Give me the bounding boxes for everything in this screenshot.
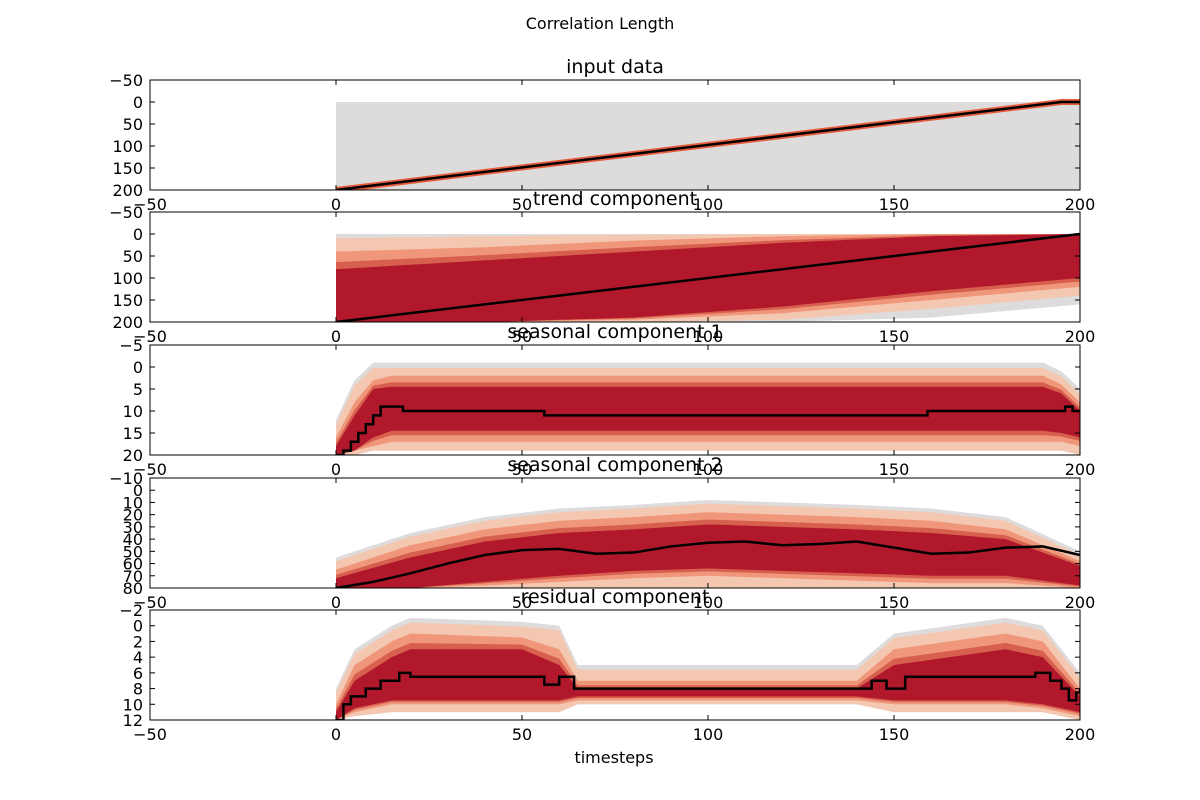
y-tick-label: 10	[123, 402, 143, 421]
y-tick-label: 60	[123, 555, 143, 574]
panel-title: input data	[566, 56, 664, 78]
axes-frame	[149, 477, 1081, 589]
y-tick-label: 100	[112, 137, 143, 156]
x-tick-label: −50	[133, 327, 167, 346]
y-tick-label: 50	[123, 247, 143, 266]
x-tick-label: 0	[331, 327, 341, 346]
plot-area	[336, 610, 1080, 720]
x-tick-label: 100	[693, 460, 724, 479]
y-tick-label: −50	[109, 71, 143, 90]
plot-area	[335, 478, 1080, 588]
x-tick-label: 0	[331, 460, 341, 479]
y-tick-label: −50	[109, 203, 143, 222]
panel-2: trend component−50 0 50 100 150 200−500501001…	[109, 188, 1095, 346]
axes-frame	[149, 211, 1081, 323]
axes-frame	[149, 344, 1081, 456]
y-tick-label: 150	[112, 159, 143, 178]
axes-frame	[149, 609, 1081, 721]
band-core	[336, 524, 1080, 588]
x-tick-label: 100	[693, 725, 724, 744]
x-axis-label: timesteps	[574, 748, 653, 767]
median-line	[335, 232, 1080, 322]
x-tick-label: 200	[1065, 195, 1096, 214]
y-tick-label: 30	[123, 518, 143, 537]
panel-5: residual component−50 0 50 100 150 200−202468…	[119, 586, 1095, 744]
y-tick-label: −5	[119, 336, 143, 355]
x-tick-label: 0	[331, 725, 341, 744]
panel-4: seasonal component 2−50 0 50 100 150 200−1001…	[109, 454, 1095, 612]
x-tick-label: 200	[1065, 593, 1096, 612]
x-tick-label: 50	[512, 195, 532, 214]
x-tick-label: 100	[693, 195, 724, 214]
y-tick-label: 200	[112, 181, 143, 200]
x-tick-label: 150	[879, 327, 910, 346]
y-tick-label: 40	[123, 530, 143, 549]
y-tick-label: 50	[123, 115, 143, 134]
x-tick-label: 150	[879, 725, 910, 744]
panel-title: seasonal component 1	[507, 321, 722, 343]
band-core	[336, 386, 1080, 455]
y-tick-label: 5	[133, 380, 143, 399]
y-tick-label: 12	[123, 711, 143, 730]
panel-3: seasonal component 1−50 0 50 100 150 200−5051…	[119, 321, 1095, 479]
y-tick-label: −10	[109, 469, 143, 488]
median-line	[335, 540, 1080, 588]
x-tick-label: 100	[693, 593, 724, 612]
y-tick-label: 2	[133, 632, 143, 651]
median-line	[335, 100, 1080, 190]
y-tick-label: 0	[133, 225, 143, 244]
y-tick-label: 0	[133, 617, 143, 636]
y-tick-label: 20	[123, 446, 143, 465]
panel-title: seasonal component 2	[507, 454, 722, 476]
y-tick-label: 0	[133, 481, 143, 500]
panel-title: residual component	[521, 586, 710, 608]
y-tick-label: 4	[133, 648, 143, 667]
plot-area	[336, 345, 1080, 455]
y-tick-label: 200	[112, 313, 143, 332]
axes-frame	[149, 79, 1081, 191]
x-tick-label: −50	[133, 593, 167, 612]
x-tick-label: 150	[879, 593, 910, 612]
y-tick-label: 80	[123, 579, 143, 598]
plot-area	[335, 212, 1080, 322]
x-tick-label: 200	[1065, 460, 1096, 479]
x-tick-label: 50	[512, 460, 532, 479]
band-core	[336, 649, 1080, 720]
plot-area	[335, 99, 1080, 190]
x-tick-label: −50	[133, 195, 167, 214]
x-tick-label: 0	[331, 195, 341, 214]
x-tick-label: −50	[133, 460, 167, 479]
y-tick-label: 6	[133, 664, 143, 683]
panel-title: trend component	[533, 188, 697, 210]
y-tick-label: 10	[123, 493, 143, 512]
x-tick-label: 50	[512, 327, 532, 346]
figure-title: Correlation Length	[526, 14, 675, 33]
median-line	[336, 671, 1080, 720]
median-line	[336, 405, 1080, 455]
x-tick-label: 200	[1065, 725, 1096, 744]
x-tick-label: 50	[512, 593, 532, 612]
y-tick-label: 8	[133, 680, 143, 699]
y-tick-label: 0	[133, 358, 143, 377]
x-tick-label: −50	[133, 725, 167, 744]
x-tick-label: 50	[512, 725, 532, 744]
x-tick-label: 150	[879, 195, 910, 214]
y-tick-label: 15	[123, 424, 143, 443]
y-tick-label: −2	[119, 601, 143, 620]
y-tick-label: 0	[133, 93, 143, 112]
x-tick-label: 100	[693, 327, 724, 346]
y-tick-label: 100	[112, 269, 143, 288]
y-tick-label: 20	[123, 506, 143, 525]
x-tick-label: 0	[331, 593, 341, 612]
y-tick-label: 10	[123, 695, 143, 714]
x-tick-label: 200	[1065, 327, 1096, 346]
y-tick-label: 70	[123, 567, 143, 586]
panels: input data−50 0 50 100 150 200−50050100150200…	[109, 56, 1095, 744]
x-tick-label: 150	[879, 460, 910, 479]
y-tick-label: 150	[112, 291, 143, 310]
y-tick-label: 50	[123, 542, 143, 561]
